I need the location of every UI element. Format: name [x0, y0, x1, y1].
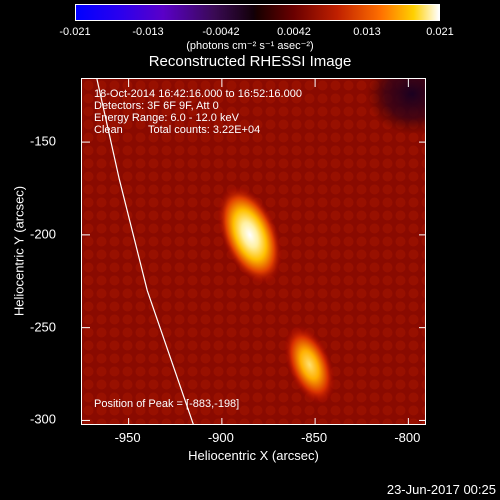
x-tick-label: -800 — [394, 430, 421, 445]
x-axis-label: Heliocentric X (arcsec) — [188, 448, 319, 463]
colorbar-gradient — [75, 4, 440, 21]
colorbar-tick-label: -0.021 — [59, 26, 91, 38]
colorbar-tick-label: 0.021 — [426, 26, 454, 38]
emission-source — [283, 324, 336, 405]
x-tick-label: -850 — [301, 430, 328, 445]
dark-region — [367, 79, 425, 134]
colorbar-tick-label: -0.013 — [132, 26, 164, 38]
timestamp: 23-Jun-2017 00:25 — [386, 482, 496, 497]
colorbar-tick-label: 0.013 — [353, 26, 381, 38]
colorbar-units-label: (photons cm⁻² s⁻¹ asec⁻²) — [186, 40, 314, 52]
y-tick-label: -200 — [30, 226, 57, 242]
detectors-text: Detectors: 3F 6F 9F, Att 0 — [94, 100, 219, 112]
y-tick-label: -300 — [30, 411, 57, 427]
x-tick-label: -900 — [207, 430, 234, 445]
energy-range-text: Energy Range: 6.0 - 12.0 keV — [94, 112, 239, 124]
heatmap-image — [82, 79, 425, 424]
x-tick-label: -950 — [114, 430, 141, 445]
colorbar-tick-label: -0.0042 — [202, 26, 240, 38]
colorbar-tick-label: 0.0042 — [277, 26, 311, 38]
y-tick-label: -250 — [30, 319, 57, 335]
y-axis-label: Heliocentric Y (arcsec) — [11, 185, 27, 317]
clean-text: Clean — [94, 124, 123, 136]
plot-area: 18-Oct-2014 16:42:16.000 to 16:52:16.000… — [81, 78, 426, 425]
total-counts-text: Total counts: 3.22E+04 — [148, 124, 261, 136]
solar-limb-curve — [96, 79, 194, 424]
chart-title: Reconstructed RHESSI Image — [148, 53, 352, 70]
y-tick-label: -150 — [30, 133, 57, 149]
peak-position-text: Position of Peak = [-883,-198] — [94, 398, 240, 410]
colorbar — [75, 4, 440, 21]
emission-source — [217, 185, 283, 285]
time-range-text: 18-Oct-2014 16:42:16.000 to 16:52:16.000 — [94, 88, 302, 100]
